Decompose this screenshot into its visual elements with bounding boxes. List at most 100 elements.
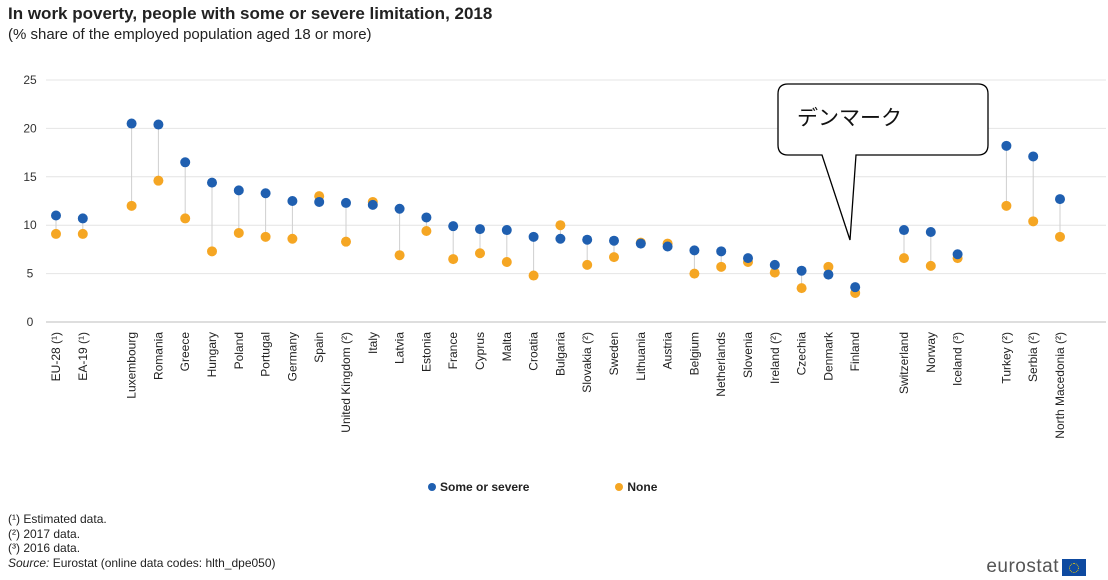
x-tick-label: Serbia (²) (1026, 332, 1040, 382)
point-some-or-severe (850, 282, 861, 293)
point-some-or-severe (925, 226, 936, 237)
x-tick-label: Portugal (259, 332, 273, 377)
footnote: (¹) Estimated data. (8, 512, 107, 526)
point-some-or-severe (77, 213, 88, 224)
x-tick-label: Estonia (419, 332, 433, 372)
logo-text: eurostat (986, 556, 1059, 577)
point-none (1001, 200, 1012, 211)
footnotes: (¹) Estimated data. (²) 2017 data. (³) 2… (8, 512, 276, 570)
legend-dot-orange (615, 483, 624, 491)
chart-plot: 0 5 10 15 20 25 EU-28 (¹) EA-19 (¹) Luxembourg R… (23, 73, 1106, 439)
y-tick-label: 15 (23, 170, 37, 184)
x-tick-label: Spain (312, 332, 326, 363)
point-some-or-severe (635, 238, 646, 249)
point-some-or-severe (609, 235, 619, 246)
point-none (796, 283, 807, 294)
point-none (582, 259, 593, 270)
callout-bubble (777, 83, 989, 241)
x-tick-label: Slovenia (741, 332, 755, 378)
x-tick-label: Romania (151, 332, 165, 380)
point-none (769, 267, 780, 278)
y-tick-label: 25 (23, 73, 37, 87)
x-tick-label: Slovakia (²) (580, 332, 594, 393)
point-some-or-severe (689, 245, 700, 256)
point-none (260, 231, 271, 242)
x-tick-label: Turkey (²) (999, 332, 1013, 384)
x-tick-label: Bulgaria (553, 332, 567, 376)
point-none (1055, 231, 1065, 242)
x-tick-label: EU-28 (¹) (49, 332, 63, 381)
footnote: (³) 2016 data. (8, 541, 81, 555)
legend-item-none: None (615, 480, 657, 494)
x-tick-label: Switzerland (897, 332, 911, 394)
x-tick-label: Hungary (205, 332, 219, 377)
point-some-or-severe (421, 212, 432, 223)
point-some-or-severe (448, 221, 459, 232)
point-some-or-severe (341, 197, 351, 208)
x-tick-label: Italy (366, 332, 380, 354)
x-tick-label: North Macedonia (²) (1053, 332, 1067, 439)
legend-label: None (627, 480, 658, 494)
x-tick-label: Poland (232, 332, 246, 369)
x-tick-label: France (446, 332, 460, 370)
point-none (528, 270, 539, 281)
point-none (899, 253, 909, 264)
x-tick-label: Greece (178, 332, 192, 372)
point-some-or-severe (394, 203, 405, 214)
x-tick-label: Netherlands (714, 332, 728, 397)
chart-subtitle: (% share of the employed population aged… (8, 26, 372, 43)
y-tick-label: 0 (27, 315, 34, 329)
chart-title: In work poverty, people with some or sev… (8, 4, 493, 23)
y-tick-label: 20 (23, 121, 37, 135)
x-tick-label: Latvia (393, 332, 407, 364)
y-axis: 0 5 10 15 20 25 (23, 73, 37, 329)
point-none (51, 228, 61, 239)
point-some-or-severe (126, 118, 137, 129)
point-none (207, 246, 217, 257)
point-some-or-severe (1001, 140, 1012, 151)
point-some-or-severe (51, 210, 61, 221)
x-tick-label: Germany (285, 332, 299, 381)
data-points (51, 118, 1065, 298)
x-tick-label: Malta (500, 332, 514, 362)
eu-flag-icon (1062, 558, 1086, 576)
point-some-or-severe (233, 185, 244, 196)
x-axis: EU-28 (¹) EA-19 (¹) Luxembourg Romania Greec… (49, 331, 1067, 439)
x-tick-label: Iceland (³) (951, 332, 965, 386)
point-none (126, 200, 137, 211)
x-tick-label: Sweden (607, 332, 621, 375)
x-tick-label: EA-19 (¹) (76, 332, 90, 381)
point-some-or-severe (769, 259, 780, 270)
footnote: (²) 2017 data. (8, 526, 81, 541)
point-none (609, 252, 619, 263)
x-tick-label: Lithuania (634, 332, 648, 381)
source-label: Source: (8, 555, 50, 570)
point-some-or-severe (1055, 194, 1065, 205)
point-some-or-severe (180, 157, 191, 168)
point-none (1028, 216, 1039, 227)
x-tick-label: Belgium (687, 332, 701, 375)
point-none (689, 268, 700, 279)
legend-label: Some or severe (440, 480, 530, 494)
callout-text: デンマーク (797, 106, 902, 130)
point-none (287, 233, 298, 244)
denmark-callout: デンマーク (777, 83, 989, 241)
legend-dot-blue (428, 483, 436, 491)
y-tick-label: 10 (23, 218, 37, 232)
point-some-or-severe (823, 269, 834, 280)
point-some-or-severe (582, 234, 593, 245)
point-some-or-severe (475, 224, 485, 235)
point-some-or-severe (662, 241, 673, 252)
point-some-or-severe (716, 246, 727, 257)
y-tick-label: 5 (27, 267, 34, 281)
point-none (448, 254, 459, 265)
point-some-or-severe (207, 177, 217, 188)
x-tick-label: Czechia (795, 332, 809, 376)
point-some-or-severe (153, 119, 164, 130)
source-text: Eurostat (online data codes: hlth_dpe050… (49, 555, 276, 570)
point-some-or-severe (899, 225, 909, 236)
x-tick-label: Denmark (821, 331, 835, 381)
x-tick-label: Ireland (²) (768, 332, 782, 384)
x-tick-label: United Kingdom (²) (339, 332, 353, 433)
point-some-or-severe (796, 265, 807, 276)
